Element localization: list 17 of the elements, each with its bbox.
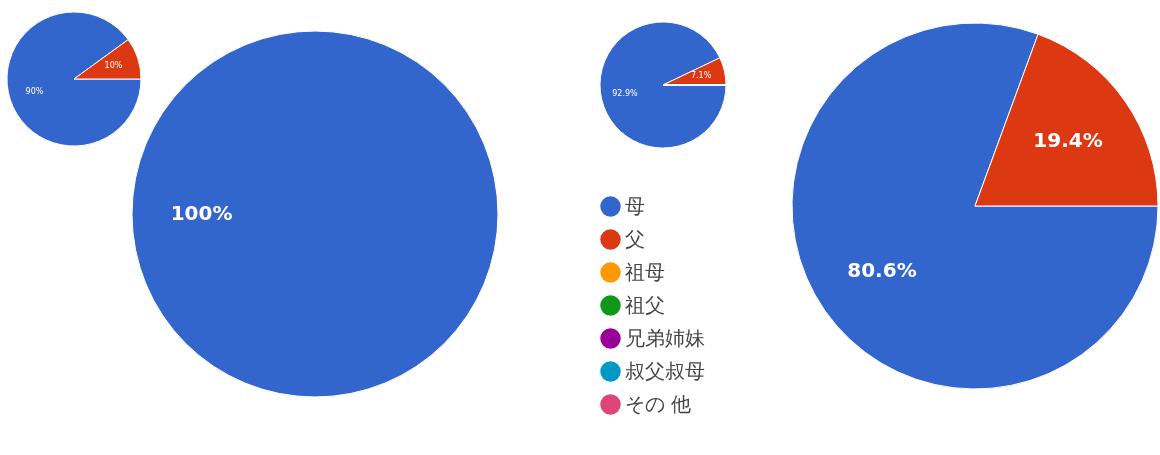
data-label: 19.4% (1033, 128, 1103, 153)
data-label: 7.1% (690, 71, 712, 81)
pie-slice (6, 11, 142, 147)
legend-label: 母 (625, 193, 645, 218)
data-label: 90% (25, 86, 44, 96)
legend-label: 叔父叔母 (625, 358, 705, 383)
data-label: 100% (170, 201, 233, 225)
legend-label: その 他 (625, 391, 692, 416)
data-label: 92.9% (612, 88, 639, 98)
pie-slice (599, 21, 727, 149)
data-label: 80.6% (847, 257, 917, 282)
pie-slice (791, 22, 1159, 390)
legend-label: 祖父 (625, 292, 665, 317)
legend-label: 父 (625, 226, 645, 251)
legend-label: 兄弟姉妹 (625, 325, 705, 350)
legend-label: 祖母 (625, 259, 665, 284)
data-label: 10% (104, 61, 123, 71)
